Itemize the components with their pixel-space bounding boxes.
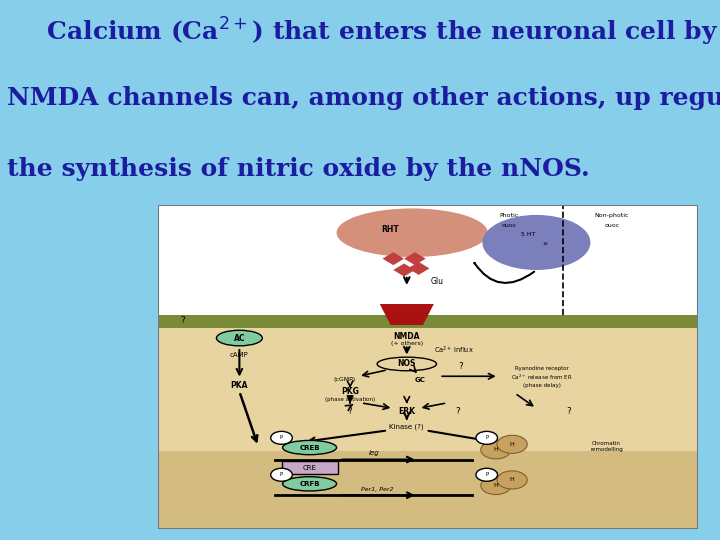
Text: ?: ? [180, 316, 185, 326]
Polygon shape [380, 304, 433, 325]
Text: ERK: ERK [398, 407, 415, 416]
Ellipse shape [283, 441, 337, 455]
Bar [158, 315, 698, 328]
Text: Kinase (?): Kinase (?) [390, 424, 424, 430]
Circle shape [271, 468, 292, 481]
Ellipse shape [283, 477, 337, 491]
Text: H: H [510, 442, 515, 447]
Text: H: H [493, 483, 498, 488]
Bar [158, 328, 698, 529]
Text: Non-photic: Non-photic [595, 213, 629, 218]
Text: H: H [493, 447, 498, 453]
Text: (+ others): (+ others) [391, 341, 423, 346]
Text: Ca$^{2+}$ influx: Ca$^{2+}$ influx [433, 345, 474, 356]
Text: ?: ? [348, 407, 353, 416]
Circle shape [271, 431, 292, 444]
Text: cAMP: cAMP [230, 352, 249, 358]
Text: Photic: Photic [500, 213, 519, 218]
Text: RHT: RHT [382, 225, 400, 234]
Polygon shape [404, 252, 426, 265]
Text: ouoc: ouoc [604, 223, 620, 228]
Bar [158, 451, 698, 529]
Text: ieg: ieg [369, 450, 379, 456]
Polygon shape [408, 262, 429, 275]
FancyBboxPatch shape [282, 462, 338, 474]
Text: CRFB: CRFB [300, 481, 320, 487]
Text: Calcium (Ca$^{2+}$) that enters the neuronal cell by way of: Calcium (Ca$^{2+}$) that enters the neur… [29, 16, 720, 49]
Bar [158, 205, 698, 315]
Text: NMDA: NMDA [394, 332, 420, 341]
Text: $_{1B}$: $_{1B}$ [541, 241, 549, 248]
Circle shape [476, 468, 498, 481]
Text: Per1, Per2: Per1, Per2 [361, 487, 393, 492]
Text: 5 HT: 5 HT [521, 232, 536, 237]
Circle shape [481, 441, 511, 459]
Ellipse shape [482, 215, 590, 270]
Text: H: H [510, 477, 515, 482]
Circle shape [497, 435, 527, 454]
Polygon shape [393, 264, 415, 276]
Text: CREB: CREB [300, 444, 320, 450]
Polygon shape [382, 252, 404, 265]
Text: PKA: PKA [230, 381, 248, 390]
Text: P: P [485, 435, 488, 440]
Text: the synthesis of nitric oxide by the nNOS.: the synthesis of nitric oxide by the nNO… [7, 157, 590, 180]
Text: NOS: NOS [397, 360, 416, 368]
Text: (phase activation): (phase activation) [325, 397, 375, 402]
Text: PKG: PKG [341, 387, 359, 396]
Text: (cGMP): (cGMP) [333, 377, 356, 382]
Ellipse shape [217, 330, 262, 346]
Text: ?: ? [456, 407, 461, 416]
FancyArrowPatch shape [474, 263, 534, 283]
Text: ?: ? [458, 362, 463, 371]
Text: ?: ? [567, 407, 571, 416]
Text: NMDA channels can, among other actions, up regulate: NMDA channels can, among other actions, … [7, 86, 720, 110]
Text: Ryanodine receptor
Ca$^{2+}$ release from ER
(phase delay): Ryanodine receptor Ca$^{2+}$ release fro… [510, 366, 573, 388]
Text: CRE: CRE [302, 465, 317, 471]
Text: P: P [485, 472, 488, 477]
Text: ouoc: ouoc [502, 223, 517, 228]
Circle shape [497, 471, 527, 489]
Text: Chromatin
remodelling: Chromatin remodelling [590, 441, 623, 452]
Text: Glu: Glu [431, 277, 444, 286]
Text: AC: AC [234, 334, 245, 342]
Text: P: P [280, 435, 283, 440]
Text: GC: GC [415, 376, 426, 382]
Ellipse shape [377, 357, 436, 371]
Text: P: P [280, 472, 283, 477]
Circle shape [476, 431, 498, 444]
Circle shape [481, 476, 511, 495]
Ellipse shape [337, 208, 488, 257]
